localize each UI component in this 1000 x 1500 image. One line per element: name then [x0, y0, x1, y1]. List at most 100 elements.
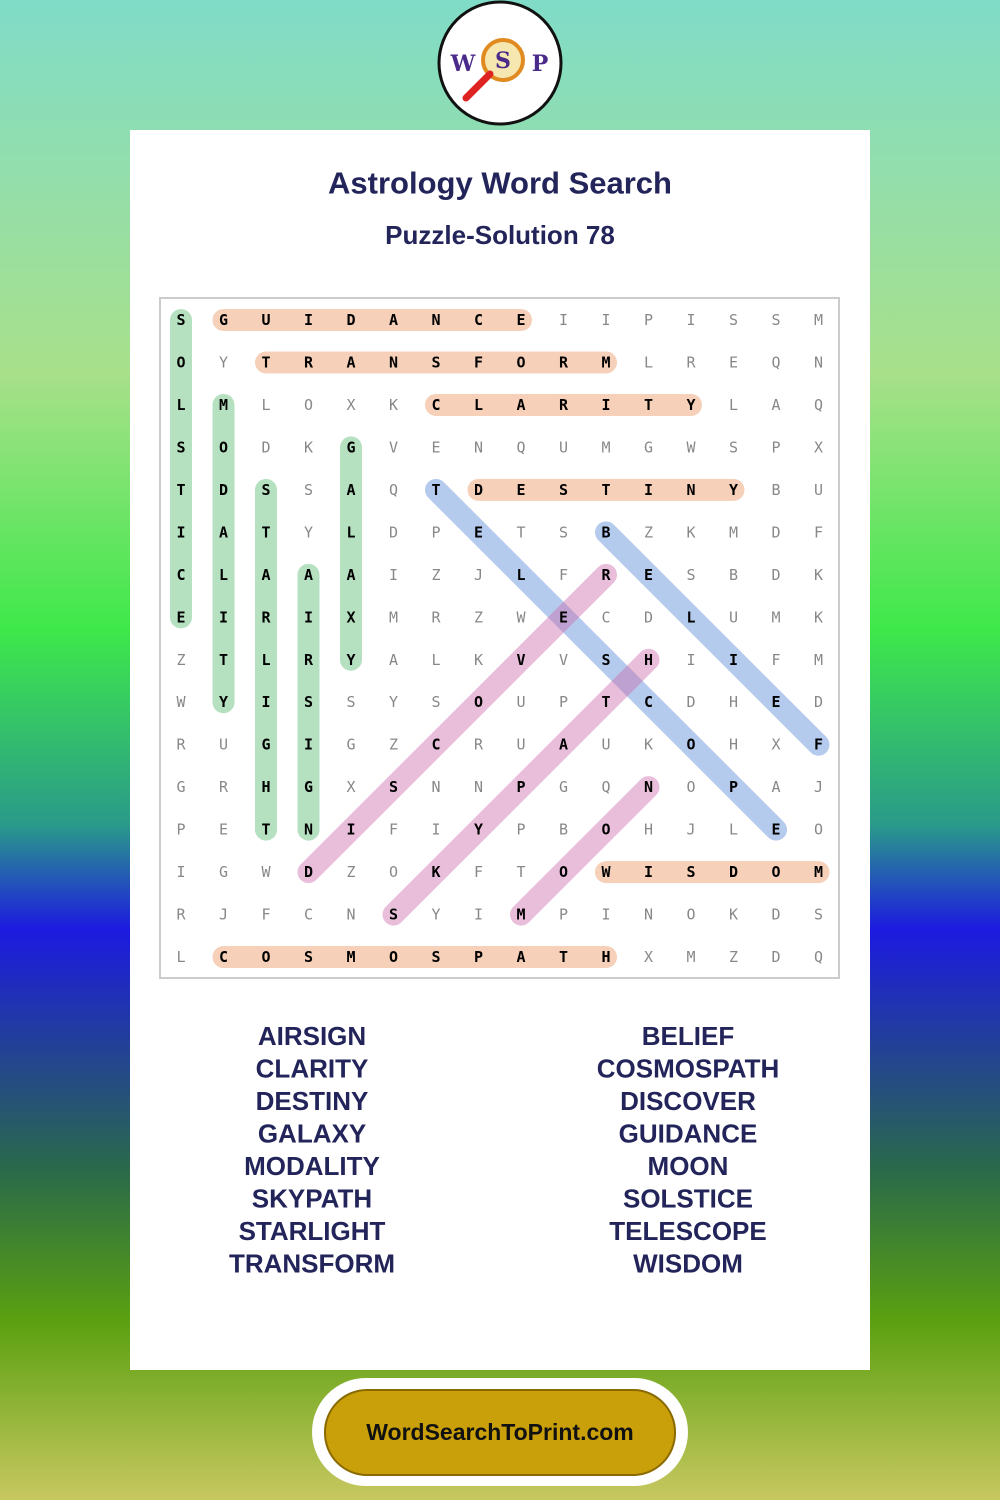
word: TELESCOPE: [609, 1216, 766, 1246]
grid-letter: D: [771, 523, 780, 541]
grid-letter: L: [176, 948, 185, 966]
grid-letter: H: [644, 651, 653, 669]
grid-letter: H: [261, 778, 270, 796]
highlight: [510, 776, 660, 926]
grid-letter: G: [219, 863, 228, 881]
grid-letter: I: [601, 311, 610, 329]
grid-letter: O: [304, 396, 313, 414]
grid-letter: N: [431, 311, 440, 329]
grid-letter: N: [644, 906, 653, 924]
grid-letter: S: [686, 566, 695, 584]
title: Astrology Word Search: [328, 166, 672, 201]
grid-letter: N: [431, 778, 440, 796]
grid-letter: F: [261, 906, 270, 924]
grid-letter: K: [389, 396, 398, 414]
word: GUIDANCE: [619, 1119, 758, 1149]
grid-letter: S: [729, 311, 738, 329]
grid-letter: C: [176, 566, 185, 584]
grid-letter: F: [389, 821, 398, 839]
grid-letter: S: [389, 778, 398, 796]
grid-letter: C: [474, 311, 483, 329]
grid-letter: E: [516, 311, 525, 329]
grid-letter: A: [771, 778, 780, 796]
grid-letter: M: [814, 863, 823, 881]
grid-letter: E: [729, 353, 738, 371]
word: MODALITY: [244, 1151, 380, 1181]
grid-letter: S: [771, 311, 780, 329]
site-link[interactable]: WordSearchToPrint.com: [366, 1419, 634, 1445]
grid-letter: M: [729, 523, 738, 541]
word: SKYPATH: [252, 1184, 372, 1214]
grid-letter: C: [601, 608, 610, 626]
grid-letter: T: [559, 948, 568, 966]
grid-letter: I: [601, 906, 610, 924]
logo-letter: W: [450, 51, 476, 77]
grid-letter: I: [261, 693, 270, 711]
grid-letter: H: [729, 736, 738, 754]
grid-letter: I: [686, 311, 695, 329]
grid-letter: A: [559, 736, 568, 754]
grid-letter: F: [474, 863, 483, 881]
grid-letter: N: [814, 353, 823, 371]
grid-letter: Z: [729, 948, 738, 966]
grid-letter: M: [686, 948, 695, 966]
highlight: [425, 478, 787, 841]
site-button[interactable]: [324, 1389, 676, 1476]
grid-letter: O: [771, 863, 780, 881]
grid-letter: U: [559, 438, 568, 456]
grid-letter: M: [516, 906, 525, 924]
grid-letter: O: [814, 821, 823, 839]
grid-letter: K: [814, 566, 823, 584]
grid-letter: L: [261, 396, 270, 414]
grid-letter: D: [771, 948, 780, 966]
grid-letter: S: [304, 693, 313, 711]
grid-letter: S: [431, 948, 440, 966]
grid-letter: I: [601, 396, 610, 414]
grid-letter: G: [219, 311, 228, 329]
grid-letter: M: [601, 353, 610, 371]
grid-letter: U: [601, 736, 610, 754]
highlight: [595, 521, 830, 756]
letter-grid: S G U I D A N C E I I P I S S M O Y T R A N S F O R M L R E Q N L M L O X K C L…: [176, 311, 823, 966]
grid-letter: L: [346, 523, 355, 541]
grid-letter: Y: [729, 481, 738, 499]
grid-letter: X: [814, 438, 823, 456]
grid-letter: F: [559, 566, 568, 584]
word: CLARITY: [256, 1054, 369, 1084]
grid-letter: Y: [686, 396, 695, 414]
word: MOON: [648, 1151, 729, 1181]
logo-letter: S: [495, 48, 511, 74]
grid-letter: S: [814, 906, 823, 924]
grid-letter: I: [474, 906, 483, 924]
grid-letter: W: [516, 608, 526, 626]
grid-letter: O: [559, 863, 568, 881]
word: BELIEF: [642, 1021, 734, 1051]
grid-letter: I: [176, 523, 185, 541]
grid-letter: R: [431, 608, 441, 626]
grid-letter: C: [644, 693, 653, 711]
grid-letter: R: [559, 353, 569, 371]
grid-letter: O: [219, 438, 228, 456]
grid-letter: L: [516, 566, 525, 584]
grid-letter: O: [176, 353, 185, 371]
grid-letter: V: [389, 438, 398, 456]
grid-letter: D: [261, 438, 270, 456]
grid-letter: I: [304, 608, 313, 626]
subtitle: Puzzle-Solution 78: [385, 220, 615, 250]
word: COSMOSPATH: [597, 1054, 779, 1084]
grid-letter: T: [261, 353, 270, 371]
grid-letter: S: [304, 481, 313, 499]
logo-lens: [481, 38, 525, 82]
grid-letter: H: [729, 693, 738, 711]
grid-letter: P: [516, 778, 525, 796]
word: WISDOM: [633, 1249, 743, 1279]
grid-letter: R: [474, 736, 484, 754]
grid-letter: C: [431, 736, 440, 754]
highlight: [382, 648, 660, 926]
grid-letter: J: [814, 778, 823, 796]
logo-letter: P: [532, 51, 549, 77]
grid-letter: I: [644, 481, 653, 499]
grid-letter: X: [771, 736, 780, 754]
grid-letter: D: [729, 863, 738, 881]
